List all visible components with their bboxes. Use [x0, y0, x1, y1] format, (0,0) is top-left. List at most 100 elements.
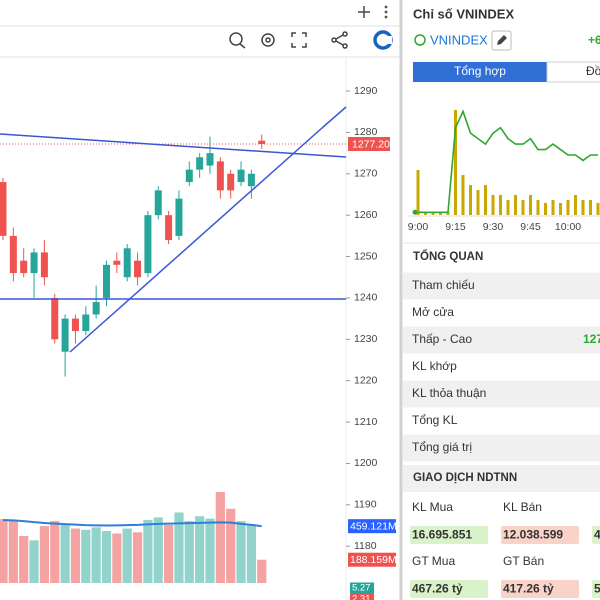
intraday-volume-bar: [506, 200, 510, 215]
candle-body: [20, 260, 28, 274]
y-tick-label: 1190: [354, 499, 377, 511]
volume-bar: [257, 559, 267, 583]
intraday-volume-bar: [536, 200, 540, 215]
intraday-volume-bar: [544, 203, 547, 215]
y-tick-label: 1200: [354, 457, 378, 469]
share-icon[interactable]: [331, 31, 348, 49]
cell-value-bg: [592, 526, 600, 544]
price-axis: 1180 1190 1200 1210 1220 1230 1240 1250 1260 1270…: [346, 85, 397, 600]
section-heading: TỔNG QUAN: [413, 250, 483, 263]
add-button[interactable]: [358, 6, 370, 18]
tab-active[interactable]: [413, 62, 547, 82]
row-value: 127: [583, 332, 600, 346]
volume-bar: [29, 540, 39, 583]
volume-bar: [236, 521, 246, 583]
cell-value: 4: [594, 528, 600, 542]
indicator-box: [350, 593, 374, 600]
cell-value: 5: [594, 582, 600, 596]
intraday-volume-bar: [491, 195, 495, 215]
candle-body: [103, 264, 110, 298]
intraday-volume-bar: [424, 212, 427, 215]
intraday-x-tick: 9:30: [483, 221, 504, 233]
cell-label: GT Mua: [412, 554, 455, 568]
top-bar: [0, 0, 401, 26]
row-label: Tổng KL: [412, 413, 458, 427]
volume-ma-line: [2, 519, 262, 528]
row-bg: [403, 326, 600, 354]
row-label: KL khớp: [412, 359, 457, 373]
candle-body: [144, 215, 152, 274]
tab[interactable]: [546, 61, 600, 83]
volume-ma-label: 459.121M: [350, 520, 397, 532]
y-tick-label: 1240: [354, 292, 378, 304]
row-bg: [403, 434, 600, 462]
edit-icon: [497, 35, 507, 45]
intraday-volume-bar: [446, 212, 450, 215]
overview-table: Tham chiếu Mở cửa Thấp - Cao KL khớp KL thỏa…: [403, 272, 600, 462]
volume-bar: [153, 517, 163, 583]
cell-value: 467.26 tỷ: [412, 582, 463, 596]
intraday-start-dot: [412, 209, 418, 215]
row-label: Thấp - Cao: [412, 332, 472, 346]
cell-value: 417.26 tỷ: [503, 582, 554, 596]
intraday-volume-bar: [431, 212, 435, 215]
row-label: KL thỏa thuận: [412, 386, 486, 400]
intraday-volume-bar: [574, 195, 577, 215]
intraday-volume-bar: [484, 185, 487, 215]
volume-ma-box: [348, 519, 396, 534]
volume-bar: [81, 529, 91, 583]
candle-body: [123, 248, 131, 278]
volume-bar: [112, 533, 122, 583]
candle-body: [185, 169, 193, 183]
intraday-volume-bar: [499, 195, 502, 215]
candle-body: [154, 190, 162, 216]
intraday-volume-bar: [476, 190, 480, 215]
cell-value-bg: [592, 580, 600, 598]
candle-body: [30, 252, 38, 274]
drawings: [0, 127, 346, 353]
volume-bar: [164, 524, 174, 583]
candle-body: [9, 235, 17, 274]
y-tick-label: 1270: [354, 168, 378, 180]
tab-label: Tổng hợp: [454, 64, 506, 78]
cell-value-bg: [501, 580, 579, 598]
section-band: [403, 465, 600, 492]
indicator-label: 2.31: [352, 594, 371, 600]
volume-bar: [91, 527, 101, 583]
volume-bar: [50, 521, 60, 583]
candle-body: [61, 318, 69, 352]
y-tick-label: 1230: [354, 333, 378, 345]
candle-body: [227, 173, 235, 191]
change: +6: [588, 33, 600, 47]
row-label: Tham chiếu: [412, 278, 475, 292]
volume-bar: [101, 531, 112, 583]
y-tick-label: 1180: [354, 540, 377, 552]
menu-button[interactable]: [384, 5, 388, 19]
indicator-box: [350, 582, 374, 594]
candle-body: [0, 182, 7, 236]
y-tick-label: 1220: [354, 374, 378, 386]
settings-icon[interactable]: [261, 33, 275, 47]
last-price-box: [348, 137, 390, 151]
volume-bar: [0, 519, 8, 583]
zoom-icon[interactable]: [229, 32, 246, 49]
y-tick-label: 1250: [354, 250, 378, 262]
intraday-x-tick: 9:00: [408, 221, 429, 233]
symbol[interactable]: VNINDEX: [430, 32, 488, 47]
intraday-volume-bar: [581, 200, 585, 215]
y-tick-label: 1280: [354, 126, 378, 138]
side-panel: Chỉ số VNINDEX VNINDEX +6 Tổng hợp Đồ 9:…: [403, 6, 600, 598]
volume-bar: [226, 508, 236, 583]
intraday-volume-bar: [416, 170, 420, 215]
intraday-volume-bar: [521, 200, 525, 215]
intraday-x-tick: 10:00: [555, 221, 581, 233]
foreign-grid: KL Mua 16.695.851 KL Bán 12.038.599 GT Mua 46…: [410, 500, 600, 598]
volume-bar: [122, 528, 132, 583]
trend-line: [69, 127, 323, 353]
intraday-volume-bar: [589, 200, 592, 215]
fullscreen-icon[interactable]: [291, 32, 307, 48]
intraday-volume-bar: [596, 203, 600, 215]
